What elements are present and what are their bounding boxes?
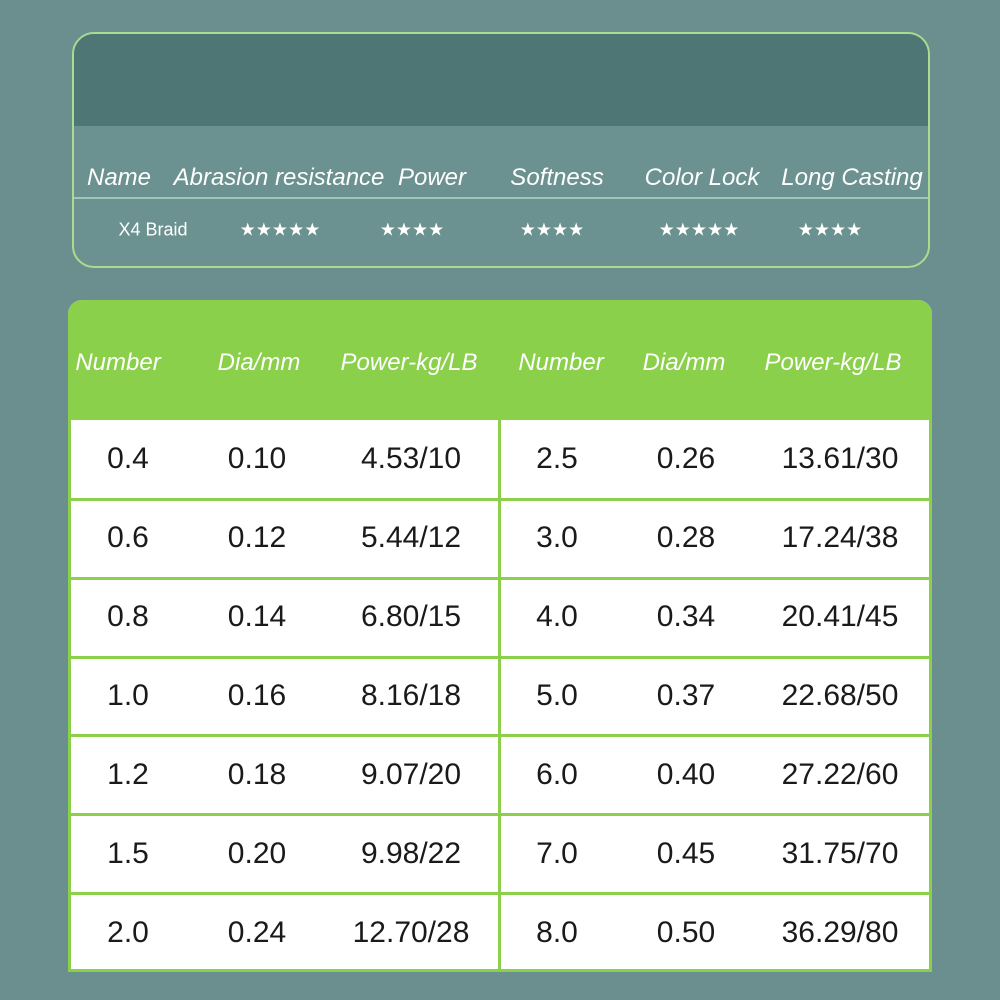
column-line (498, 420, 501, 972)
divider (74, 197, 928, 199)
rating-header: Long Casting (781, 164, 923, 191)
cell: 0.4 (107, 442, 149, 476)
cell: 0.10 (227, 442, 287, 476)
rating-header: Color Lock (644, 164, 760, 191)
cell: 0.12 (227, 521, 287, 555)
rating-header: Softness (510, 164, 604, 191)
cell: 4.53/10 (360, 442, 462, 476)
cell: 1.0 (107, 679, 149, 712)
product-name: X4 Braid (118, 219, 188, 240)
cell: 8.0 (536, 915, 578, 949)
cell: 17.24/38 (781, 521, 899, 555)
ratings-panel: Name Abrasion resistance Power Softness Colo… (72, 32, 930, 268)
cell: 0.50 (656, 915, 716, 949)
cell: 6.0 (536, 757, 578, 791)
cell: 9.07/20 (360, 757, 462, 791)
cell: 0.24 (227, 915, 287, 949)
cell: 2.5 (536, 442, 578, 476)
column-header: Dia/mm (642, 349, 726, 376)
cell: 12.70/28 (352, 915, 470, 949)
rating-header: Power (397, 164, 467, 191)
cell: 0.37 (656, 679, 716, 712)
rating-stars: ★★★★★ (239, 219, 321, 240)
column-header: Power-kg/LB (340, 349, 478, 376)
cell: 0.8 (107, 600, 149, 634)
column-header: Number (75, 349, 161, 376)
cell: 3.0 (536, 521, 578, 555)
cell: 2.0 (107, 915, 149, 949)
column-header: Dia/mm (217, 349, 301, 376)
cell: 36.29/80 (781, 915, 899, 949)
rating-stars: ★★★★ (519, 219, 585, 240)
cell: 0.34 (656, 600, 716, 634)
cell: 0.16 (227, 679, 287, 712)
cell: 1.2 (107, 757, 149, 791)
bottom-line (68, 969, 932, 972)
rating-stars: ★★★★★ (658, 219, 740, 240)
panel-header-band (74, 34, 928, 126)
cell: 0.40 (656, 757, 716, 791)
cell: 5.0 (536, 679, 578, 712)
column-header: Number (518, 349, 604, 376)
cell: 20.41/45 (781, 600, 899, 634)
cell: 8.16/18 (360, 679, 462, 712)
cell: 0.6 (107, 521, 149, 555)
cell: 0.20 (227, 836, 287, 870)
cell: 22.68/50 (781, 679, 899, 712)
rating-stars: ★★★★ (379, 219, 445, 240)
column-header: Power-kg/LB (764, 349, 902, 376)
cell: 31.75/70 (781, 836, 899, 870)
cell: 4.0 (536, 600, 578, 634)
size-table: Number Dia/mm Power-kg/LB Number Dia/mm Power… (68, 300, 932, 972)
rating-header: Name (86, 164, 152, 191)
rating-stars: ★★★★ (797, 219, 863, 240)
rating-header: Abrasion resistance (173, 164, 385, 191)
cell: 0.28 (656, 521, 716, 555)
column-line (68, 420, 71, 972)
cell: 5.44/12 (360, 521, 462, 555)
cell: 27.22/60 (781, 757, 899, 791)
cell: 13.61/30 (781, 442, 899, 476)
cell: 7.0 (536, 836, 578, 870)
cell: 0.14 (227, 600, 287, 634)
cell: 0.45 (656, 836, 716, 870)
cell: 0.26 (656, 442, 716, 476)
column-line (929, 420, 932, 972)
cell: 0.18 (227, 757, 287, 791)
cell: 1.5 (107, 836, 149, 870)
table-header (68, 300, 932, 420)
cell: 9.98/22 (360, 836, 462, 870)
cell: 6.80/15 (360, 600, 462, 634)
